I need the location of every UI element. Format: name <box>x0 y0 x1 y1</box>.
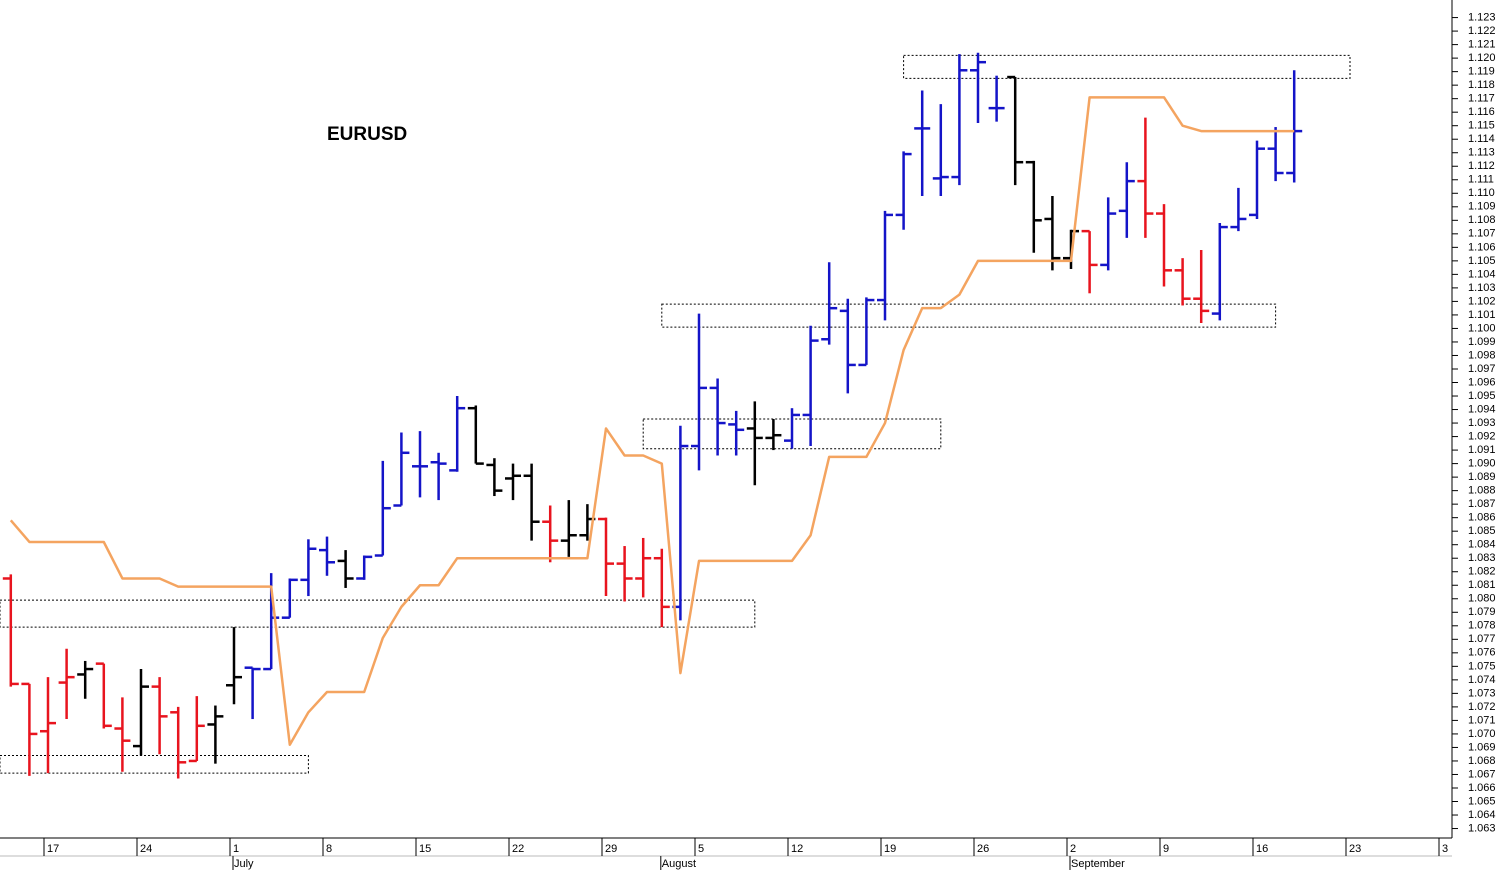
month-label: September <box>1071 858 1125 870</box>
y-tick-label: 1.109 <box>1468 201 1496 213</box>
x-tick-label: 17 <box>47 843 59 855</box>
y-tick-label: 1.096 <box>1468 376 1496 388</box>
zone-box <box>0 755 309 774</box>
y-tick-label: 1.117 <box>1468 93 1495 105</box>
y-tick-label: 1.116 <box>1468 106 1495 118</box>
y-tick-label: 1.120 <box>1468 52 1496 64</box>
y-tick-label: 1.076 <box>1468 647 1496 659</box>
y-tick-label: 1.080 <box>1468 593 1496 605</box>
y-tick-label: 1.094 <box>1468 403 1496 415</box>
x-tick-label: 9 <box>1163 843 1169 855</box>
x-tick-label: 1 <box>233 843 239 855</box>
y-tick-label: 1.085 <box>1468 525 1496 537</box>
y-tick-label: 1.092 <box>1468 430 1496 442</box>
y-tick-label: 1.100 <box>1468 322 1496 334</box>
x-tick-label: 15 <box>419 843 431 855</box>
x-tick-label: 2 <box>1070 843 1076 855</box>
y-tick-label: 1.121 <box>1468 39 1496 51</box>
y-tick-label: 1.102 <box>1468 295 1496 307</box>
y-tick-label: 1.088 <box>1468 485 1496 497</box>
y-tick-label: 1.122 <box>1468 25 1496 37</box>
y-tick-label: 1.123 <box>1468 11 1496 23</box>
y-tick-label: 1.078 <box>1468 620 1496 632</box>
x-tick-label: 5 <box>698 843 704 855</box>
y-tick-label: 1.077 <box>1468 633 1496 645</box>
y-tick-label: 1.112 <box>1468 160 1495 172</box>
y-tick-label: 1.082 <box>1468 566 1496 578</box>
y-tick-label: 1.111 <box>1468 174 1494 186</box>
y-tick-label: 1.089 <box>1468 471 1496 483</box>
y-tick-label: 1.106 <box>1468 241 1496 253</box>
x-tick-label: 24 <box>140 843 152 855</box>
y-tick-label: 1.074 <box>1468 674 1496 686</box>
y-tick-label: 1.103 <box>1468 282 1496 294</box>
zone-box <box>903 54 1351 79</box>
y-tick-label: 1.083 <box>1468 552 1496 564</box>
x-tick-label: 26 <box>977 843 989 855</box>
y-tick-label: 1.063 <box>1468 822 1496 834</box>
x-tick-label: 8 <box>326 843 332 855</box>
y-tick-label: 1.081 <box>1468 579 1496 591</box>
overlay-line <box>9 96 1295 746</box>
y-tick-label: 1.095 <box>1468 390 1496 402</box>
y-tick-label: 1.084 <box>1468 539 1496 551</box>
y-tick-label: 1.118 <box>1468 79 1495 91</box>
x-tick-label: 19 <box>884 843 896 855</box>
y-tick-label: 1.105 <box>1468 255 1496 267</box>
y-tick-label: 1.113 <box>1468 147 1495 159</box>
y-tick-label: 1.067 <box>1468 768 1496 780</box>
y-tick-label: 1.064 <box>1468 809 1496 821</box>
y-tick-label: 1.072 <box>1468 701 1496 713</box>
x-tick-label: 3 <box>1442 843 1448 855</box>
y-tick-label: 1.115 <box>1468 120 1495 132</box>
month-label: August <box>662 858 696 870</box>
zone-box <box>661 303 1277 328</box>
y-tick-label: 1.069 <box>1468 741 1496 753</box>
x-tick-label: 22 <box>512 843 524 855</box>
y-tick-label: 1.107 <box>1468 228 1496 240</box>
y-tick-label: 1.079 <box>1468 606 1496 618</box>
y-tick-label: 1.068 <box>1468 755 1496 767</box>
x-tick-label: 12 <box>791 843 803 855</box>
y-tick-label: 1.071 <box>1468 714 1496 726</box>
y-tick-label: 1.101 <box>1468 309 1496 321</box>
x-tick-label: 23 <box>1349 843 1361 855</box>
y-tick-label: 1.099 <box>1468 336 1496 348</box>
month-label: July <box>234 858 254 870</box>
y-tick-label: 1.110 <box>1468 187 1495 199</box>
y-tick-label: 1.087 <box>1468 498 1496 510</box>
y-tick-label: 1.075 <box>1468 660 1496 672</box>
y-tick-label: 1.098 <box>1468 349 1496 361</box>
y-tick-label: 1.097 <box>1468 363 1496 375</box>
y-tick-label: 1.104 <box>1468 268 1496 280</box>
y-tick-label: 1.066 <box>1468 782 1496 794</box>
y-tick-label: 1.119 <box>1468 66 1495 78</box>
y-tick-label: 1.065 <box>1468 795 1496 807</box>
y-tick-label: 1.073 <box>1468 687 1496 699</box>
y-tick-label: 1.114 <box>1468 133 1495 145</box>
y-tick-label: 1.090 <box>1468 458 1496 470</box>
x-tick-label: 16 <box>1256 843 1268 855</box>
chart-title: EURUSD <box>327 124 407 145</box>
x-tick-label: 29 <box>605 843 617 855</box>
zone-box <box>0 599 756 628</box>
y-tick-label: 1.086 <box>1468 512 1496 524</box>
y-tick-label: 1.070 <box>1468 728 1496 740</box>
y-tick-label: 1.093 <box>1468 417 1496 429</box>
y-tick-label: 1.091 <box>1468 444 1496 456</box>
y-tick-label: 1.108 <box>1468 214 1496 226</box>
